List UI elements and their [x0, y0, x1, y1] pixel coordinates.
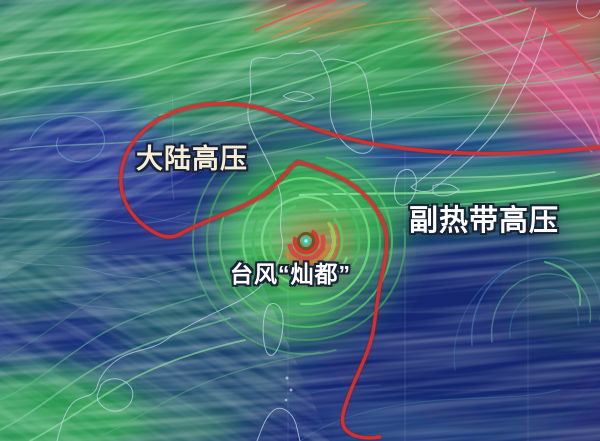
label-typhoon-chanthu: 台风“灿都” [230, 261, 351, 287]
coastline-kyushu [393, 168, 417, 206]
coastline-hokkaido-tip [575, 0, 600, 19]
label-subtropical-high: 副热带高压 [409, 205, 560, 237]
coastline-korea [321, 58, 374, 154]
coastline-bohai [251, 49, 323, 63]
coastline-china [56, 59, 284, 441]
coastline-japan-east [429, 27, 548, 192]
coastline-shikoku [432, 183, 460, 197]
typhoon-inner-ring [297, 232, 315, 250]
borders-and-graticule [0, 94, 600, 441]
coastlines [56, 0, 600, 441]
island-dot [285, 376, 289, 380]
typhoon-spiral [192, 127, 420, 355]
island-dot [289, 388, 293, 392]
coastline-hainan [96, 378, 134, 412]
coastline-japan [410, 7, 537, 192]
coastline-taiwan [262, 302, 284, 356]
island-dot [284, 398, 288, 402]
pressure-boundary-line [117, 100, 600, 441]
coastline-shandong [282, 91, 315, 102]
label-continental-high: 大陆高压 [136, 144, 248, 174]
coastline-luzon [256, 407, 301, 441]
